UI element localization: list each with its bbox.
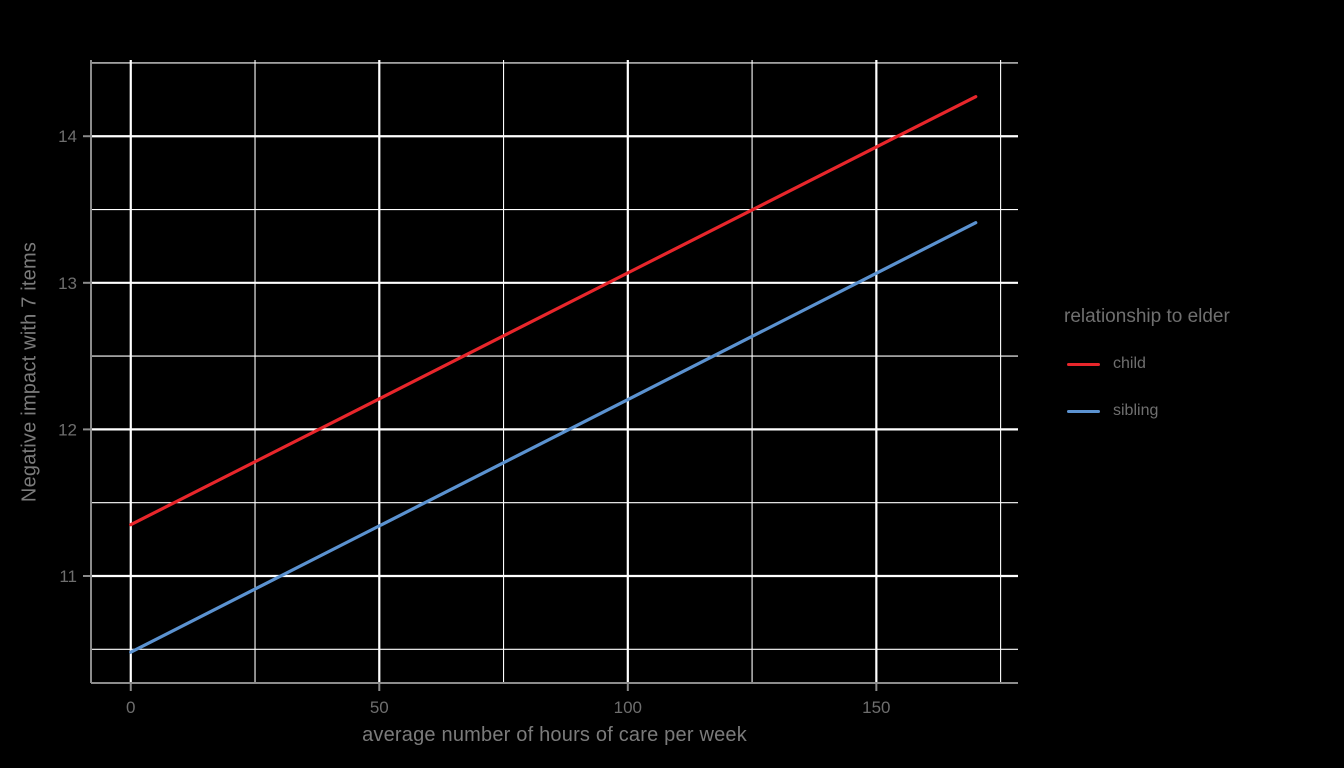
legend-swatch-sibling: [1067, 409, 1100, 413]
legend: relationship to elder child sibling: [1064, 306, 1230, 448]
y-axis-title: Negative impact with 7 items: [18, 241, 41, 503]
series-line-child: [129, 95, 978, 527]
x-axis-title: average number of hours of care per week: [362, 724, 747, 746]
legend-label-sibling: sibling: [1113, 402, 1159, 419]
legend-title: relationship to elder: [1064, 306, 1230, 327]
y-tick-label: 14: [58, 127, 77, 146]
x-tick-label: 50: [370, 698, 389, 717]
y-tick-label: 12: [58, 420, 77, 439]
y-tick-label: 11: [59, 567, 77, 586]
series-line-sibling: [129, 221, 978, 654]
x-tick-label: 150: [862, 698, 890, 717]
legend-item-sibling: sibling: [1064, 401, 1230, 421]
x-tick-label: 100: [614, 698, 642, 717]
x-tick-label: 0: [126, 698, 135, 717]
legend-swatch-child: [1067, 362, 1100, 366]
legend-label-child: child: [1113, 355, 1146, 372]
legend-item-child: child: [1064, 354, 1230, 374]
y-tick-label: 13: [58, 274, 77, 293]
